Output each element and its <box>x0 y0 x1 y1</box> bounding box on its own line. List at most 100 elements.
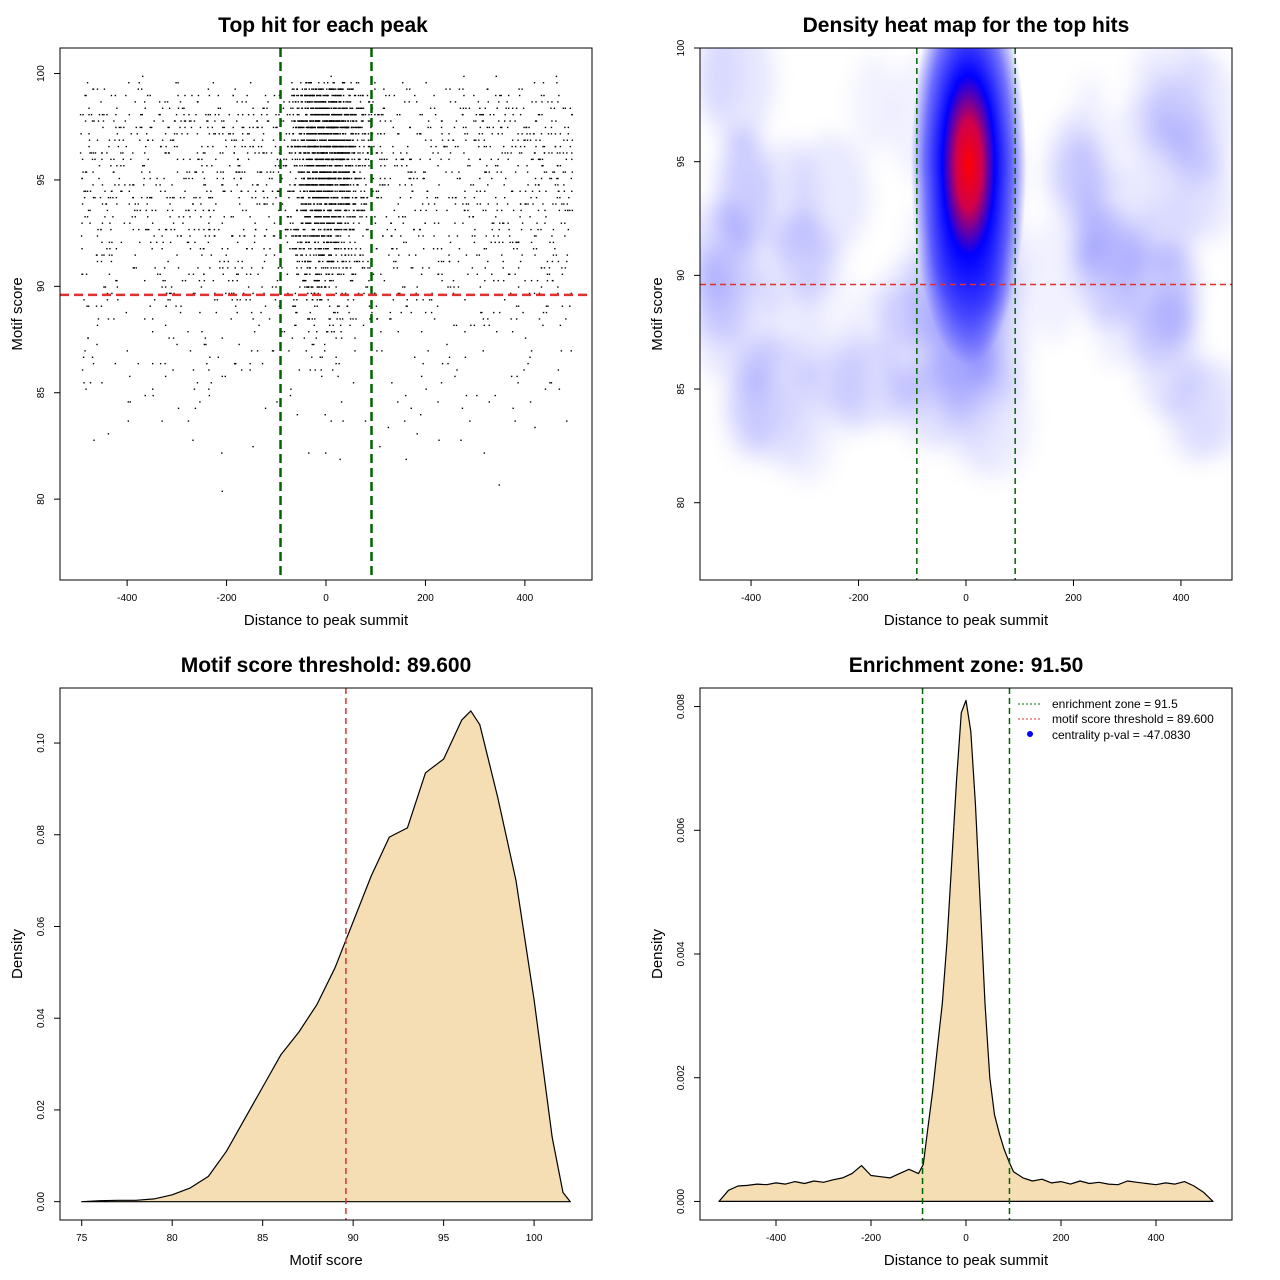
scatter-point <box>278 190 280 192</box>
scatter-point <box>292 94 295 97</box>
scatter-point <box>369 267 371 269</box>
scatter-point <box>300 209 302 212</box>
scatter-point <box>348 171 350 173</box>
scatter-point <box>308 331 310 333</box>
scatter-point <box>256 350 259 352</box>
scatter-point <box>404 286 406 288</box>
scatter-point <box>557 101 559 103</box>
scatter-point <box>409 171 411 173</box>
scatter-point <box>389 311 392 314</box>
scatter-point <box>355 120 357 122</box>
scatter-point <box>299 120 302 122</box>
scatter-point <box>499 222 501 224</box>
scatter-point <box>429 107 432 109</box>
scatter-point <box>359 165 361 167</box>
scatter-point <box>337 216 340 218</box>
scatter-point <box>352 88 354 90</box>
scatter-point <box>295 145 297 148</box>
scatter-point <box>366 152 369 154</box>
scatter-point <box>103 286 105 288</box>
scatter-point <box>355 82 358 84</box>
scatter-point <box>251 184 254 186</box>
scatter-point <box>519 260 522 263</box>
scatter-point <box>164 324 167 327</box>
scatter-point <box>485 209 487 212</box>
scatter-point <box>473 120 475 122</box>
scatter-point <box>323 241 325 244</box>
scatter-point <box>309 126 311 129</box>
scatter-point <box>484 171 486 173</box>
scatter-point <box>219 107 221 109</box>
scatter-point <box>344 165 347 167</box>
scatter-point <box>218 228 220 231</box>
scatter-point <box>324 152 326 154</box>
scatter-point <box>201 165 203 167</box>
scatter-point <box>323 184 325 186</box>
scatter-point <box>455 196 457 199</box>
scatter-point <box>532 158 534 161</box>
scatter-point <box>395 260 397 263</box>
scatter-point <box>265 184 268 186</box>
scatter-point <box>530 350 533 352</box>
scatter-point <box>208 94 211 97</box>
scatter-point <box>208 228 210 231</box>
scatter-point <box>344 133 347 135</box>
scatter-point <box>341 82 344 84</box>
scatter-point <box>314 177 316 180</box>
scatter-point <box>336 260 339 263</box>
scatter-point <box>337 94 339 97</box>
scatter-point <box>198 158 200 161</box>
scatter-point <box>422 177 424 180</box>
scatter-point <box>307 107 309 109</box>
scatter-point <box>307 286 309 288</box>
scatter-point <box>463 94 465 97</box>
scatter-point <box>328 190 330 192</box>
scatter-point <box>449 152 452 154</box>
scatter-point <box>296 414 299 416</box>
scatter-point <box>474 235 476 237</box>
scatter-point <box>123 165 125 167</box>
scatter-point <box>333 113 335 116</box>
scatter-point <box>326 107 328 109</box>
scatter-point <box>360 196 362 199</box>
scatter-point <box>363 209 366 212</box>
scatter-point <box>240 177 242 180</box>
scatter-point <box>318 113 320 116</box>
scatter-point <box>81 273 84 275</box>
scatter-point <box>251 248 253 250</box>
scatter-point <box>518 152 521 154</box>
scatter-point <box>299 126 302 129</box>
scatter-point <box>323 267 325 269</box>
scatter-point <box>346 216 348 218</box>
scatter-point <box>339 101 342 103</box>
scatter-point <box>263 292 265 295</box>
scatter-point <box>413 177 415 180</box>
scatter-point <box>543 171 546 173</box>
scatter-point <box>132 196 134 199</box>
scatter-point <box>223 120 225 122</box>
scatter-point <box>372 177 375 180</box>
scatter-point <box>519 216 521 218</box>
scatter-point <box>332 241 334 244</box>
scatter-point <box>312 171 314 173</box>
scatter-point <box>496 203 498 205</box>
scatter-point <box>341 292 343 295</box>
scatter-point <box>430 311 433 314</box>
scatter-point <box>240 369 243 371</box>
scatter-point <box>319 165 321 167</box>
score-density-x-axis: 75 80 85 90 95 100 <box>76 1220 543 1244</box>
scatter-point <box>195 196 197 199</box>
scatter-point <box>288 133 291 135</box>
scatter-point <box>311 158 313 161</box>
scatter-point <box>104 190 106 192</box>
scatter-point <box>96 235 99 237</box>
scatter-point <box>322 260 324 263</box>
scatter-point <box>529 401 532 403</box>
distance-density-area <box>718 699 1214 1202</box>
scatter-point <box>545 171 548 173</box>
scatter-point <box>346 196 349 199</box>
scatter-point <box>315 177 317 180</box>
scatter-point <box>268 318 271 320</box>
scatter-point <box>486 165 488 167</box>
scatter-point <box>348 152 351 154</box>
